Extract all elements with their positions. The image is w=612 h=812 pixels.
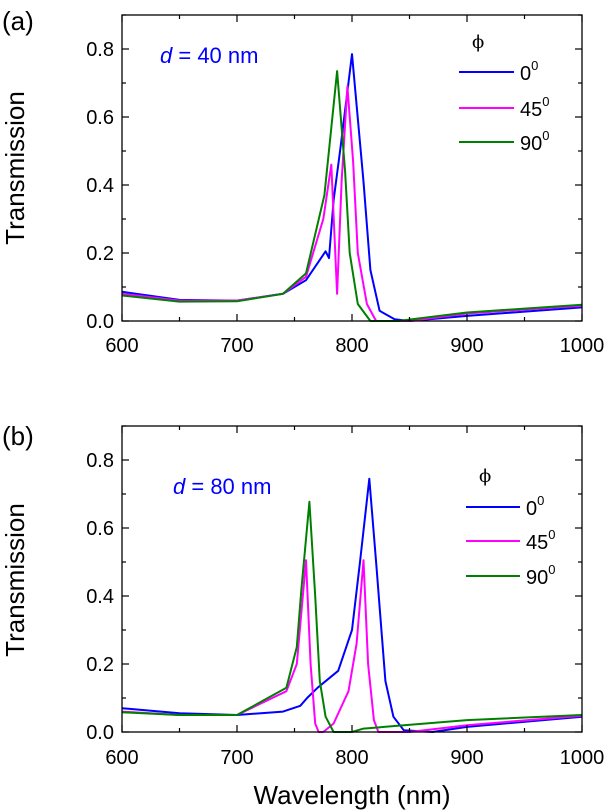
y-tick-label: 0.4: [86, 175, 114, 197]
panel-label: (b): [2, 421, 34, 451]
legend-label: 900: [526, 562, 555, 589]
legend-degree: 0: [537, 493, 544, 508]
annotation-variable: d: [160, 43, 173, 68]
series-line-0: [121, 477, 583, 733]
y-tick-label: 0.6: [86, 518, 114, 540]
legend-angle: 0: [520, 63, 531, 85]
x-tick-label: 800: [335, 335, 368, 357]
legend-angle: 0: [526, 498, 537, 520]
legend-title: ϕ: [479, 466, 491, 487]
y-tick-label: 0.0: [86, 311, 114, 333]
y-tick-label: 0.2: [86, 243, 114, 265]
y-tick-label: 0.8: [86, 39, 114, 61]
series-line-45: [121, 85, 583, 322]
x-tick-label: 900: [450, 335, 483, 357]
annotation-value: = 80 nm: [185, 474, 271, 499]
legend-label: 450: [526, 527, 555, 554]
x-axis-label: Wavelength (nm): [254, 780, 451, 810]
series-line-45: [121, 559, 583, 733]
x-tick-label: 700: [220, 747, 253, 769]
legend-label: 450: [520, 94, 549, 121]
legend-degree: 0: [548, 527, 555, 542]
legend-label: 900: [520, 128, 549, 155]
legend-degree: 0: [542, 94, 549, 109]
x-tick-label: 1000: [560, 747, 605, 769]
panel-b: 600 700 800 900 10000.00.20.40.60.8Transmiss…: [0, 421, 604, 810]
x-tick-label: 700: [220, 335, 253, 357]
x-tick-label: 1000: [560, 335, 605, 357]
y-tick-label: 0.8: [86, 450, 114, 472]
y-tick-label: 0.6: [86, 107, 114, 129]
x-tick-label: 600: [105, 747, 138, 769]
y-axis-label: Transmission: [0, 91, 30, 245]
y-tick-label: 0.2: [86, 654, 114, 676]
y-tick-label: 0.4: [86, 586, 114, 608]
y-axis-label: Transmission: [0, 503, 30, 657]
series-line-90: [121, 500, 583, 733]
x-tick-label: 800: [335, 747, 368, 769]
x-tick-label: 900: [450, 747, 483, 769]
legend-label: 00: [526, 493, 544, 520]
legend-title: ϕ: [472, 32, 484, 53]
axes-frame: [121, 425, 583, 733]
panel-a: 600 700 800 900 10000.00.20.40.60.8Transmiss…: [0, 6, 604, 357]
x-tick-label: 600: [105, 335, 138, 357]
series-line-0: [121, 53, 583, 322]
legend-angle: 45: [526, 532, 548, 554]
legend-label: 00: [520, 58, 538, 85]
annotation-variable: d: [173, 474, 186, 499]
thickness-annotation: d = 80 nm: [173, 474, 271, 499]
legend-degree: 0: [548, 562, 555, 577]
legend-angle: 90: [526, 567, 548, 589]
legend-degree: 0: [531, 58, 538, 73]
y-tick-label: 0.0: [86, 722, 114, 744]
legend-angle: 90: [520, 133, 542, 155]
legend-angle: 45: [520, 99, 542, 121]
annotation-value: = 40 nm: [172, 43, 258, 68]
panel-label: (a): [2, 6, 34, 36]
legend-degree: 0: [542, 128, 549, 143]
thickness-annotation: d = 40 nm: [160, 43, 258, 68]
